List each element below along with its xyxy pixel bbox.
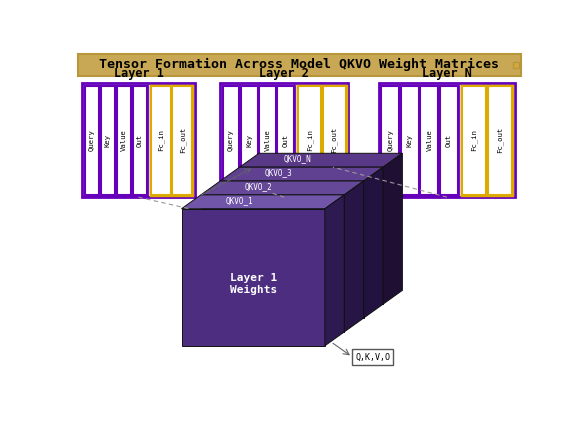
FancyBboxPatch shape — [381, 86, 399, 195]
FancyBboxPatch shape — [352, 349, 394, 365]
Text: Key: Key — [105, 134, 111, 147]
FancyBboxPatch shape — [223, 86, 239, 195]
FancyBboxPatch shape — [461, 86, 512, 195]
Text: Value: Value — [121, 129, 127, 151]
Text: QKVO_2: QKVO_2 — [245, 182, 273, 191]
Text: Layer 1: Layer 1 — [113, 67, 164, 80]
Polygon shape — [239, 167, 383, 304]
Text: Out: Out — [137, 134, 142, 147]
FancyBboxPatch shape — [298, 86, 346, 195]
FancyBboxPatch shape — [298, 86, 321, 195]
FancyBboxPatch shape — [241, 86, 258, 195]
FancyBboxPatch shape — [277, 86, 294, 195]
FancyBboxPatch shape — [323, 86, 346, 195]
FancyBboxPatch shape — [259, 86, 276, 195]
FancyBboxPatch shape — [85, 86, 147, 195]
FancyBboxPatch shape — [401, 86, 419, 195]
Text: Query: Query — [228, 129, 234, 151]
Polygon shape — [383, 153, 402, 304]
Text: Value: Value — [426, 129, 432, 151]
Text: Q,K,V,O: Q,K,V,O — [355, 353, 390, 362]
Text: Tensor Formation Across Model QKVO Weight Matrices: Tensor Formation Across Model QKVO Weigh… — [99, 58, 499, 71]
Polygon shape — [201, 195, 344, 332]
Text: Value: Value — [265, 129, 270, 151]
Text: Fc_out: Fc_out — [497, 127, 503, 153]
Text: Key: Key — [246, 134, 252, 147]
Text: Key: Key — [407, 134, 413, 147]
Text: Query: Query — [387, 129, 394, 151]
FancyBboxPatch shape — [420, 86, 438, 195]
FancyBboxPatch shape — [223, 86, 294, 195]
Polygon shape — [325, 195, 344, 346]
Text: Fc_out: Fc_out — [179, 127, 186, 153]
Text: Layer 2: Layer 2 — [259, 67, 309, 80]
FancyBboxPatch shape — [82, 83, 194, 197]
FancyBboxPatch shape — [461, 86, 486, 195]
FancyBboxPatch shape — [117, 86, 131, 195]
Polygon shape — [239, 153, 402, 167]
FancyBboxPatch shape — [513, 61, 519, 68]
Text: Layer N: Layer N — [422, 67, 472, 80]
Text: QKVO_1: QKVO_1 — [225, 196, 253, 205]
FancyBboxPatch shape — [133, 86, 147, 195]
Text: QKVO_3: QKVO_3 — [265, 168, 292, 177]
FancyBboxPatch shape — [78, 54, 521, 75]
Text: QKVO_N: QKVO_N — [284, 154, 311, 163]
Polygon shape — [364, 167, 383, 318]
FancyBboxPatch shape — [379, 83, 515, 197]
Text: Fc_in: Fc_in — [306, 129, 313, 151]
Text: Fc_out: Fc_out — [331, 127, 338, 153]
FancyBboxPatch shape — [151, 86, 192, 195]
FancyBboxPatch shape — [220, 83, 348, 197]
FancyBboxPatch shape — [381, 86, 458, 195]
Text: Fc_in: Fc_in — [158, 129, 164, 151]
Polygon shape — [182, 209, 325, 346]
FancyBboxPatch shape — [100, 86, 115, 195]
FancyBboxPatch shape — [151, 86, 171, 195]
FancyBboxPatch shape — [172, 86, 192, 195]
FancyBboxPatch shape — [488, 86, 512, 195]
Polygon shape — [220, 181, 364, 318]
Polygon shape — [182, 195, 344, 209]
Text: Fc_in: Fc_in — [471, 129, 477, 151]
Text: Out: Out — [446, 134, 452, 147]
FancyBboxPatch shape — [440, 86, 458, 195]
FancyBboxPatch shape — [85, 86, 99, 195]
Polygon shape — [220, 167, 383, 181]
Text: Query: Query — [89, 129, 95, 151]
Polygon shape — [344, 181, 364, 332]
Text: Out: Out — [283, 134, 289, 147]
Polygon shape — [201, 181, 364, 195]
Text: Layer 1
Weights: Layer 1 Weights — [230, 273, 277, 295]
